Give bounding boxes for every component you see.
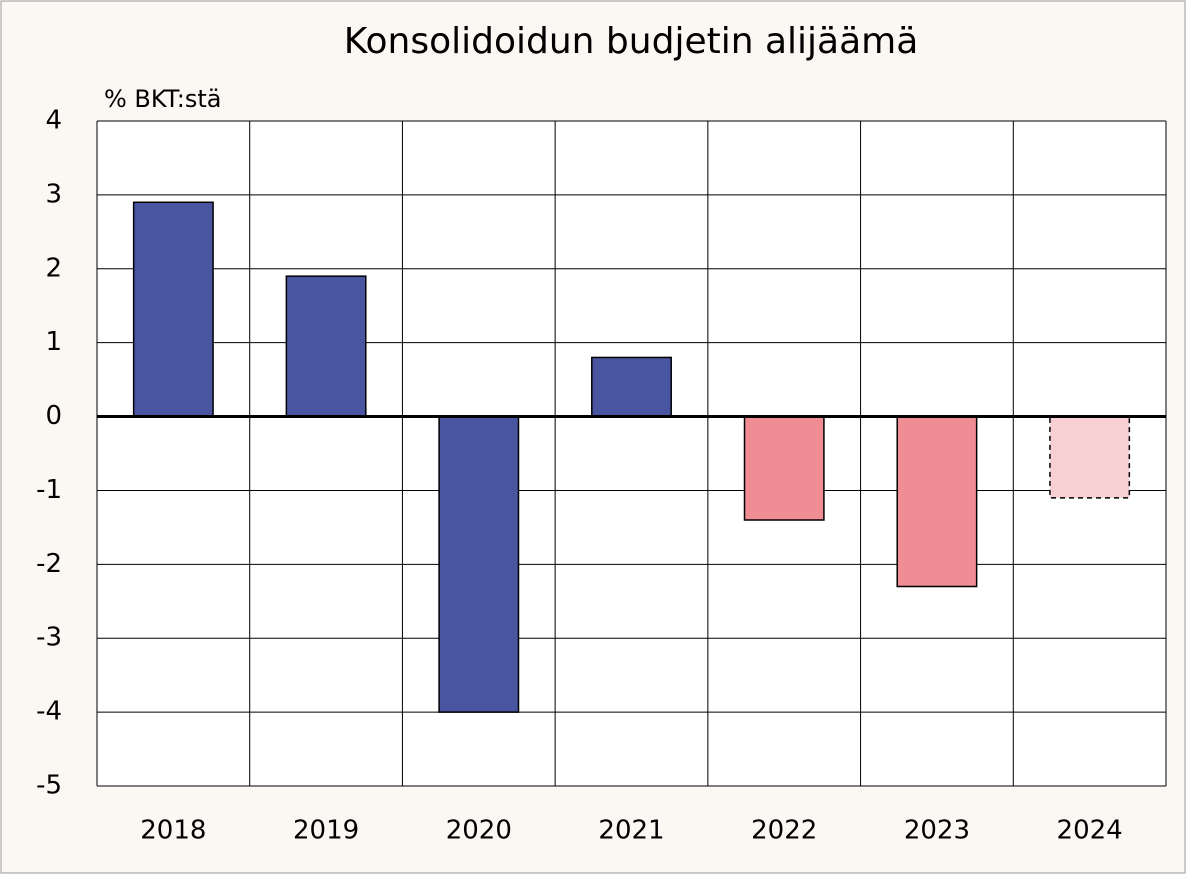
x-tick-label: 2024 [1057, 816, 1123, 846]
y-axis-label: % BKT:stä [104, 85, 222, 113]
y-tick-label: 0 [45, 401, 62, 431]
x-tick-label: 2023 [904, 816, 970, 846]
y-tick-label: 3 [45, 179, 62, 209]
bar [591, 356, 672, 418]
x-tick-label: 2021 [598, 816, 664, 846]
bar [285, 275, 367, 418]
y-tick-label: -1 [36, 475, 62, 505]
x-tick-label: 2018 [140, 816, 206, 846]
bar [132, 201, 214, 418]
bar [743, 415, 825, 521]
chart-title: Konsolidoidun budjetin alijäämä [344, 21, 919, 62]
y-tick-label: -3 [36, 623, 62, 653]
bar [1049, 415, 1131, 499]
plot-area [97, 121, 1166, 786]
bar [438, 415, 520, 713]
y-tick-label: 4 [45, 106, 62, 136]
x-tick-label: 2019 [293, 816, 359, 846]
y-tick-label: -2 [36, 549, 62, 579]
x-tick-label: 2022 [751, 816, 817, 846]
y-tick-label: 1 [45, 327, 62, 357]
y-tick-label: 2 [45, 253, 62, 283]
bar [896, 415, 978, 588]
x-tick-label: 2020 [446, 816, 512, 846]
y-tick-label: -4 [36, 697, 62, 727]
y-tick-label: -5 [36, 771, 62, 801]
